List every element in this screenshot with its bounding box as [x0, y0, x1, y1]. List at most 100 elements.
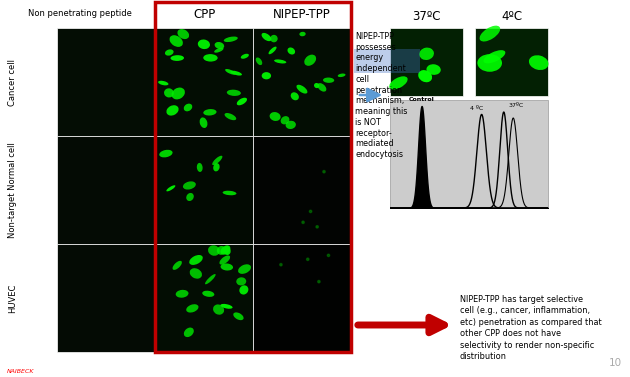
Ellipse shape: [427, 64, 441, 75]
Text: Control: Control: [409, 97, 435, 103]
Ellipse shape: [389, 76, 408, 89]
Text: 4ºC: 4ºC: [501, 9, 522, 23]
Bar: [390, 100, 548, 208]
Bar: [354, 49, 420, 73]
Ellipse shape: [220, 264, 233, 271]
Text: 37ºC: 37ºC: [412, 9, 441, 23]
Ellipse shape: [238, 264, 251, 274]
Ellipse shape: [261, 33, 272, 41]
Ellipse shape: [256, 57, 262, 65]
Ellipse shape: [297, 85, 307, 93]
Ellipse shape: [158, 81, 168, 85]
Text: 37ºC: 37ºC: [509, 103, 524, 109]
Ellipse shape: [190, 268, 202, 279]
Bar: [57, 244, 155, 352]
Ellipse shape: [220, 245, 231, 255]
Ellipse shape: [268, 47, 277, 54]
Ellipse shape: [183, 181, 196, 190]
Ellipse shape: [200, 117, 207, 128]
Ellipse shape: [225, 69, 236, 75]
Ellipse shape: [203, 109, 217, 115]
Ellipse shape: [186, 193, 194, 201]
Bar: [253, 28, 351, 136]
Ellipse shape: [314, 83, 319, 88]
Ellipse shape: [290, 92, 299, 100]
Ellipse shape: [280, 116, 289, 124]
Ellipse shape: [224, 113, 236, 120]
Ellipse shape: [166, 105, 179, 116]
Ellipse shape: [237, 98, 247, 105]
Bar: [155, 2, 351, 352]
Ellipse shape: [198, 40, 210, 49]
Bar: [155, 136, 253, 244]
Circle shape: [307, 258, 309, 261]
Bar: [155, 244, 253, 352]
Ellipse shape: [176, 290, 188, 298]
Ellipse shape: [186, 304, 198, 313]
Ellipse shape: [213, 163, 220, 172]
Circle shape: [302, 221, 304, 224]
Ellipse shape: [197, 163, 203, 172]
Ellipse shape: [287, 48, 295, 55]
Ellipse shape: [173, 261, 182, 270]
Ellipse shape: [318, 83, 326, 92]
Ellipse shape: [270, 112, 280, 121]
Text: 10: 10: [609, 358, 622, 368]
Ellipse shape: [304, 55, 316, 66]
Text: Non-target Normal cell: Non-target Normal cell: [8, 142, 18, 238]
Ellipse shape: [420, 48, 434, 60]
Circle shape: [280, 264, 282, 266]
Ellipse shape: [224, 37, 238, 42]
Ellipse shape: [285, 121, 296, 129]
Ellipse shape: [222, 191, 236, 195]
Ellipse shape: [184, 104, 192, 111]
Ellipse shape: [169, 35, 183, 47]
Ellipse shape: [529, 55, 549, 70]
Ellipse shape: [323, 78, 335, 83]
Text: NIPEP-TPP
possesses
energy
independent
cell
penetration
mechanism,
meaning this
: NIPEP-TPP possesses energy independent c…: [355, 32, 408, 159]
Ellipse shape: [219, 256, 230, 265]
Ellipse shape: [189, 255, 203, 265]
Ellipse shape: [484, 50, 505, 63]
Bar: [57, 136, 155, 244]
Bar: [155, 28, 253, 136]
Ellipse shape: [418, 70, 432, 82]
Ellipse shape: [479, 26, 500, 41]
Ellipse shape: [274, 60, 286, 63]
Ellipse shape: [239, 285, 248, 294]
Ellipse shape: [164, 88, 174, 98]
Ellipse shape: [231, 71, 242, 75]
Ellipse shape: [338, 74, 345, 77]
Ellipse shape: [171, 55, 184, 61]
Ellipse shape: [241, 54, 249, 59]
Ellipse shape: [224, 247, 231, 255]
Ellipse shape: [261, 72, 271, 79]
Bar: [253, 244, 351, 352]
Text: HUVEC: HUVEC: [8, 283, 18, 313]
Ellipse shape: [227, 90, 241, 96]
Bar: [253, 136, 351, 244]
Ellipse shape: [202, 291, 214, 297]
Ellipse shape: [213, 304, 224, 315]
Text: NIPEP-TPP: NIPEP-TPP: [273, 8, 331, 20]
Ellipse shape: [214, 48, 224, 53]
Circle shape: [316, 225, 318, 228]
Ellipse shape: [178, 29, 189, 39]
Circle shape: [323, 170, 325, 173]
Ellipse shape: [220, 304, 232, 309]
Circle shape: [309, 210, 312, 213]
Text: Cancer cell: Cancer cell: [8, 58, 18, 106]
Ellipse shape: [215, 42, 224, 49]
Ellipse shape: [159, 150, 173, 157]
Ellipse shape: [165, 49, 174, 56]
Ellipse shape: [203, 54, 217, 61]
Ellipse shape: [233, 313, 244, 320]
Text: CPP: CPP: [193, 8, 215, 20]
Ellipse shape: [171, 87, 185, 100]
Circle shape: [318, 280, 320, 283]
Ellipse shape: [299, 32, 306, 36]
Ellipse shape: [205, 274, 215, 284]
Ellipse shape: [270, 35, 278, 42]
Ellipse shape: [217, 246, 226, 255]
Text: 4 ºC: 4 ºC: [470, 106, 484, 111]
